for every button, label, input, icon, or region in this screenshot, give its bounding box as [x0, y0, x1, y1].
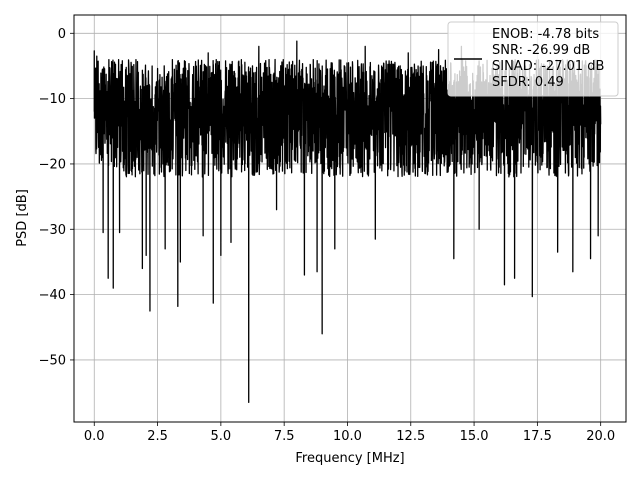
x-tick-label: 0.0 — [84, 429, 105, 444]
x-tick-label: 2.5 — [147, 429, 168, 444]
legend-entry-sfdr: SFDR: 0.49 — [492, 75, 564, 90]
plot-area — [93, 40, 602, 404]
x-tick-label: 17.5 — [523, 429, 552, 444]
y-tick-label: −50 — [39, 353, 66, 368]
y-tick-label: 0 — [58, 27, 66, 42]
legend-box — [447, 21, 619, 97]
x-axis: 0.0 2.5 5.0 7.5 10.0 12.5 15.0 17.5 20.0 — [84, 422, 615, 444]
x-tick-label: 20.0 — [586, 429, 615, 444]
legend: ENOB: -4.78 bits SNR: -26.99 dB SINAD: -… — [447, 21, 619, 97]
y-axis: 0 −10 −20 −30 −40 −50 — [39, 27, 74, 368]
legend-entry-sinad: SINAD: -27.01 dB — [492, 59, 604, 74]
legend-entry-enob: ENOB: -4.78 bits — [492, 27, 599, 42]
y-axis-label: PSD [dB] — [15, 189, 30, 247]
y-tick-label: −10 — [39, 92, 66, 107]
x-tick-label: 12.5 — [396, 429, 425, 444]
series-psd-line — [93, 40, 602, 404]
x-tick-label: 10.0 — [333, 429, 362, 444]
x-axis-label: Frequency [MHz] — [295, 451, 404, 466]
x-tick-label: 7.5 — [274, 429, 295, 444]
y-tick-label: −30 — [39, 223, 66, 238]
legend-entry-snr: SNR: -26.99 dB — [492, 43, 590, 58]
y-tick-label: −20 — [39, 157, 66, 172]
plot-frame — [73, 14, 627, 423]
x-tick-label: 5.0 — [211, 429, 232, 444]
y-tick-label: −40 — [39, 288, 66, 303]
x-tick-label: 15.0 — [460, 429, 489, 444]
